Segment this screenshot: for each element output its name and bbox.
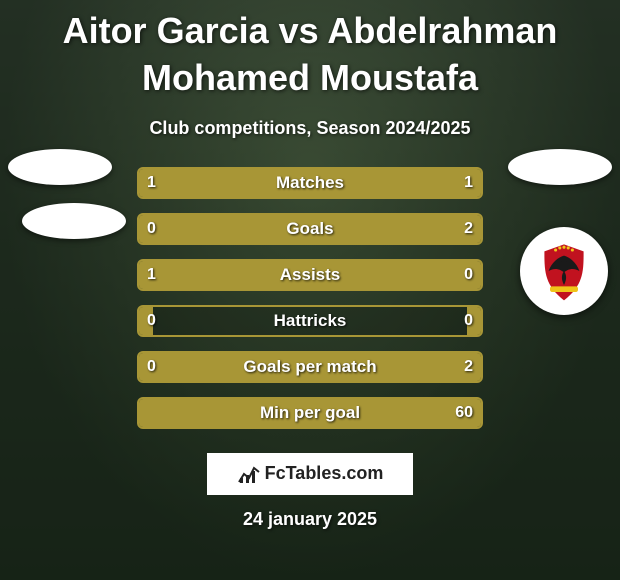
stat-label: Hattricks — [274, 311, 347, 331]
stat-value-left: 0 — [147, 312, 156, 330]
stat-value-right: 1 — [464, 174, 473, 192]
content-area: 1 Matches 1 0 Goals 2 1 Assists 0 0 Hattricks 0 0 Goa… — [0, 167, 620, 429]
player-left-oval-1 — [8, 149, 112, 185]
stat-label: Goals per match — [243, 357, 376, 377]
brand-box: FcTables.com — [207, 453, 413, 495]
club-badge — [520, 227, 608, 315]
player-left-oval-2 — [22, 203, 126, 239]
stat-row: 1 Assists 0 — [137, 259, 483, 291]
stat-value-right: 2 — [464, 220, 473, 238]
stat-value-left: 1 — [147, 174, 156, 192]
al-ahly-crest-icon — [529, 236, 599, 306]
stat-row: 0 Hattricks 0 — [137, 305, 483, 337]
stat-label: Goals — [286, 219, 333, 239]
brand-text: FcTables.com — [265, 463, 384, 484]
stat-value-right: 60 — [455, 404, 473, 422]
stat-label: Min per goal — [260, 403, 360, 423]
stat-row: 0 Goals per match 2 — [137, 351, 483, 383]
stat-bars: 1 Matches 1 0 Goals 2 1 Assists 0 0 Hattricks 0 0 Goa… — [137, 167, 483, 429]
stat-row: 1 Matches 1 — [137, 167, 483, 199]
player-right-oval-1 — [508, 149, 612, 185]
footer-date: 24 january 2025 — [0, 509, 620, 530]
stat-label: Assists — [280, 265, 340, 285]
chart-icon — [237, 462, 261, 486]
page-title: Aitor Garcia vs Abdelrahman Mohamed Mous… — [0, 0, 620, 102]
stat-value-right: 2 — [464, 358, 473, 376]
stat-label: Matches — [276, 173, 344, 193]
stat-value-right: 0 — [464, 312, 473, 330]
stat-value-left: 1 — [147, 266, 156, 284]
stat-value-left: 0 — [147, 358, 156, 376]
subtitle: Club competitions, Season 2024/2025 — [0, 118, 620, 139]
stat-row: Min per goal 60 — [137, 397, 483, 429]
stat-value-right: 0 — [464, 266, 473, 284]
stat-row: 0 Goals 2 — [137, 213, 483, 245]
stat-value-left: 0 — [147, 220, 156, 238]
bar-fill-left — [139, 399, 153, 427]
